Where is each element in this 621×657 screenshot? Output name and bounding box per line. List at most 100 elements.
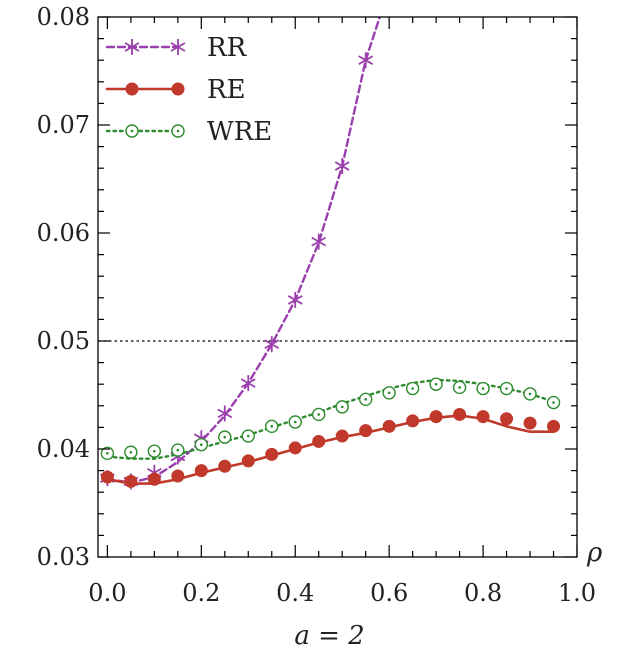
data-point-wre	[312, 407, 326, 422]
data-point-re	[476, 410, 490, 424]
series-layer	[100, 17, 561, 490]
legend-marker	[125, 124, 139, 138]
legend-marker	[171, 124, 185, 138]
data-point-rr	[334, 158, 350, 175]
data-point-wre-dot	[481, 387, 485, 390]
data-point-re	[523, 416, 537, 430]
data-point-wre	[265, 419, 279, 434]
data-point-wre-dot	[246, 434, 250, 438]
data-point-wre-dot	[293, 420, 297, 424]
data-point-rr	[311, 233, 327, 250]
x-axis-symbol: ρ	[586, 538, 603, 568]
data-point-re	[359, 424, 373, 438]
data-point-wre	[452, 380, 467, 395]
data-point-re	[171, 469, 185, 483]
data-point-wre-dot	[317, 413, 321, 416]
data-point-wre-dot	[106, 452, 109, 455]
y-tick-label: 0.07	[37, 111, 90, 139]
legend-marker	[170, 39, 186, 55]
data-point-re	[335, 429, 349, 443]
data-point-wre	[218, 430, 232, 444]
data-point-wre	[429, 377, 443, 391]
data-point-wre-dot	[176, 448, 180, 452]
data-point-rr	[217, 405, 233, 422]
data-point-wre	[382, 386, 396, 400]
x-tick-label: 0.6	[370, 579, 408, 607]
data-point-wre-dot	[129, 450, 133, 454]
series-wre	[100, 377, 561, 461]
data-point-wre	[523, 387, 537, 401]
data-point-re	[453, 407, 467, 421]
data-point-wre-dot	[223, 435, 227, 439]
data-point-rr	[264, 336, 280, 353]
data-point-wre	[288, 415, 302, 429]
legend-item-wre: WRE	[105, 117, 272, 147]
data-point-re	[312, 434, 326, 448]
legend-marker	[171, 82, 185, 96]
data-point-wre	[405, 381, 420, 396]
data-point-wre	[358, 392, 373, 407]
data-point-rr	[358, 52, 374, 69]
y-tick-label: 0.06	[37, 219, 90, 247]
data-point-re	[500, 412, 514, 426]
data-point-re	[429, 410, 443, 424]
y-tick-label: 0.05	[37, 327, 90, 355]
data-point-rr	[287, 291, 303, 308]
data-point-wre	[476, 381, 490, 396]
legend-item-re: RE	[105, 75, 246, 105]
x-tick-label: 0.2	[182, 579, 220, 607]
x-tick-label: 0.8	[464, 579, 502, 607]
data-point-re	[265, 447, 279, 461]
data-point-wre-dot	[387, 391, 391, 395]
data-point-re	[241, 454, 255, 468]
legend-item-rr: RR	[105, 33, 248, 63]
data-point-wre	[241, 429, 255, 443]
data-point-wre	[499, 381, 514, 396]
data-point-wre-dot	[528, 392, 532, 396]
data-point-wre-dot	[200, 443, 203, 446]
x-tick-label: 0.0	[88, 579, 126, 607]
data-point-wre-dot	[411, 387, 414, 390]
legend-label: RE	[207, 75, 246, 105]
data-point-wre	[124, 445, 138, 459]
y-tick-label: 0.04	[37, 435, 90, 463]
data-point-wre	[147, 444, 162, 458]
data-point-wre-dot	[434, 382, 438, 386]
legend-label: WRE	[207, 117, 272, 147]
data-point-wre	[171, 443, 185, 457]
data-point-wre	[546, 395, 561, 410]
data-point-re	[406, 414, 420, 428]
data-point-re	[147, 472, 161, 486]
y-tick-label: 0.08	[37, 3, 90, 31]
data-point-wre-dot	[340, 405, 344, 409]
legend-marker	[124, 39, 140, 55]
data-point-re	[194, 464, 208, 478]
y-tick-label: 0.03	[37, 543, 90, 571]
legend-marker	[125, 82, 139, 96]
legend-marker-dot	[130, 129, 134, 133]
data-point-wre	[194, 437, 209, 452]
data-point-wre-dot	[458, 386, 461, 389]
x-axis-title: a = 2	[294, 621, 364, 651]
data-point-re	[124, 474, 138, 488]
series-re	[100, 407, 561, 488]
x-tick-label: 1.0	[558, 579, 596, 607]
data-point-re	[288, 441, 302, 455]
axes: 0.03 0.04 0.05 0.06 0.07 0.08 0.0 0.2 0.4 0.6 0.8 1…	[37, 3, 603, 651]
legend-marker-dot	[176, 129, 180, 133]
plot-frame	[97, 16, 578, 558]
legend-label: RR	[207, 33, 248, 63]
data-point-wre-dot	[505, 387, 508, 390]
data-point-re	[382, 419, 396, 433]
data-point-wre-dot	[270, 425, 274, 428]
data-point-re	[547, 419, 561, 433]
data-point-wre	[100, 446, 115, 461]
data-point-wre-dot	[364, 398, 367, 401]
data-point-rr	[240, 375, 256, 392]
data-point-wre	[335, 400, 349, 414]
data-point-wre-dot	[552, 401, 555, 404]
data-point-wre-dot	[153, 449, 156, 453]
data-point-re	[100, 470, 114, 484]
legend: RR RE WRE	[102, 25, 292, 155]
